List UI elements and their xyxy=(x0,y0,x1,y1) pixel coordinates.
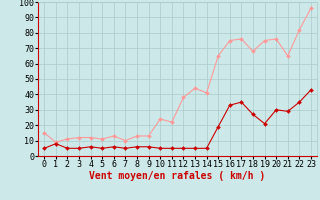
X-axis label: Vent moyen/en rafales ( km/h ): Vent moyen/en rafales ( km/h ) xyxy=(90,171,266,181)
